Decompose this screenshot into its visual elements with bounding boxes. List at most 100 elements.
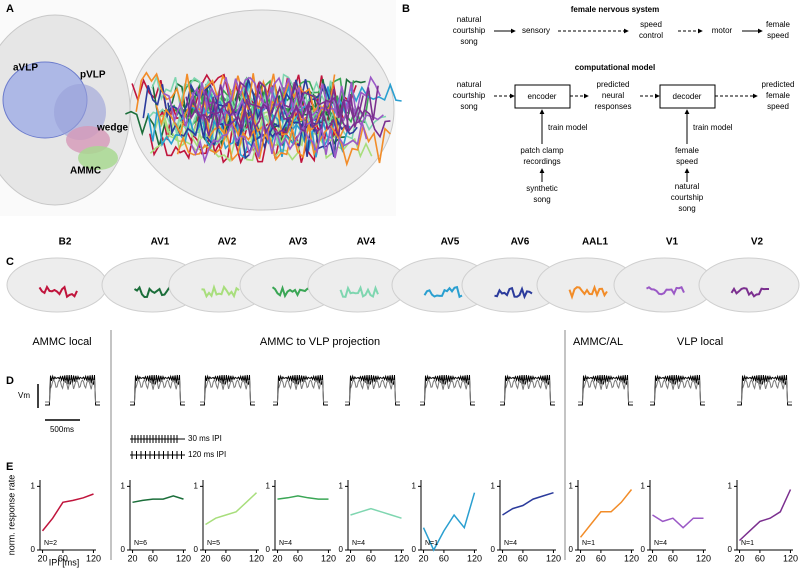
x-tick-label: 120 [321, 553, 336, 563]
x-tick-label: 120 [249, 553, 264, 563]
pvlp-region [54, 84, 106, 140]
voltage-trace [45, 374, 100, 406]
x-tick-label: 60 [148, 553, 158, 563]
voltage-trace [578, 374, 633, 406]
panel-label: E [6, 461, 13, 473]
y-tick-label: 0 [491, 545, 496, 554]
neuron [185, 80, 379, 121]
y-tick-label: 1 [491, 481, 496, 490]
x-tick-label: 120 [176, 553, 191, 563]
node-text: patch clamp [520, 146, 564, 155]
y-tick-label: 1 [31, 481, 36, 490]
node-text: decoder [673, 92, 702, 101]
node-text: natural [457, 15, 482, 24]
y-tick-label: 1 [569, 481, 574, 490]
section-title: computational model [575, 63, 655, 72]
neuron [494, 285, 533, 300]
x-tick-label: 60 [596, 553, 606, 563]
y-tick-label: 0 [339, 545, 344, 554]
neuron-label: AV3 [289, 237, 308, 248]
node-text: courtship [671, 193, 704, 202]
panel-label: D [6, 375, 14, 387]
x-tick-label: 60 [58, 553, 68, 563]
neuron [200, 94, 364, 134]
x-tick-label: 20 [273, 553, 283, 563]
mini-brain [698, 257, 800, 313]
annotation: N=5 [207, 540, 220, 547]
node-text: synthetic [526, 184, 558, 193]
y-tick-label: 1 [728, 481, 733, 490]
node-text: natural [675, 182, 700, 191]
panel-label: C [6, 256, 14, 268]
data-line [277, 495, 329, 500]
annotation: N=1 [425, 540, 438, 547]
y-tick-label: 0 [194, 545, 199, 554]
voltage-trace [345, 379, 400, 403]
node-text: neural [602, 91, 624, 100]
neuron [155, 99, 346, 142]
node-text: motor [712, 26, 733, 35]
x-tick-label: 120 [86, 553, 101, 563]
y-tick-label: 0 [728, 545, 733, 554]
voltage-trace [420, 379, 475, 403]
x-tick-label: 60 [221, 553, 231, 563]
voltage-trace [737, 374, 792, 406]
neuron [423, 285, 463, 299]
data-line [422, 492, 476, 552]
data-line [132, 495, 184, 504]
scale-label: Vm [18, 391, 30, 400]
voltage-trace [420, 374, 475, 406]
voltage-trace [737, 379, 792, 403]
y-tick-label: 0 [569, 545, 574, 554]
x-tick-label: 120 [696, 553, 711, 563]
node-text: recordings [523, 157, 560, 166]
voltage-trace [500, 374, 555, 406]
neuron [176, 123, 391, 167]
data-line [502, 491, 554, 516]
voltage-trace [273, 374, 328, 406]
voltage-trace [130, 379, 185, 403]
region-label: aVLP [13, 63, 38, 74]
node-text: predicted [762, 80, 795, 89]
neuron-label: AV6 [511, 237, 530, 248]
neuron [38, 284, 78, 299]
data-line [205, 492, 258, 526]
voltage-trace [500, 379, 555, 403]
voltage-trace [650, 379, 705, 403]
x-tick-label: 60 [518, 553, 528, 563]
y-tick-label: 1 [121, 481, 126, 490]
panel-label: B [402, 3, 410, 15]
x-tick-label: 120 [783, 553, 798, 563]
node-text: natural [457, 80, 482, 89]
neuron [271, 284, 311, 299]
neuron [191, 75, 382, 116]
node-text: encoder [528, 92, 557, 101]
neuron-label: AV5 [441, 237, 460, 248]
voltage-trace [45, 379, 100, 403]
node-text: predicted [597, 80, 630, 89]
neuron-label: AAL1 [582, 237, 609, 248]
x-tick-label: 120 [467, 553, 482, 563]
y-tick-label: 0 [121, 545, 126, 554]
x-tick-label: 60 [366, 553, 376, 563]
neuron [339, 284, 379, 299]
neuron [201, 284, 240, 299]
node-text: speed [676, 157, 698, 166]
panel-d: D AMMC local AMMC to VLP projection AMMC… [6, 330, 792, 560]
x-tick-label: 20 [128, 553, 138, 563]
x-tick-label: 60 [668, 553, 678, 563]
node-text: responses [595, 102, 632, 111]
annotation: N=4 [654, 540, 667, 547]
y-tick-label: 1 [412, 481, 417, 490]
arrow-label: train model [693, 123, 733, 132]
group-title: AMMC to VLP projection [260, 336, 380, 348]
y-tick-label: 0 [641, 545, 646, 554]
y-tick-label: 0 [266, 545, 271, 554]
node-text: song [678, 204, 695, 213]
neuron [730, 286, 769, 298]
neuron [151, 82, 344, 124]
y-axis-label: norm. response rate [6, 475, 16, 556]
neuron [190, 120, 368, 164]
